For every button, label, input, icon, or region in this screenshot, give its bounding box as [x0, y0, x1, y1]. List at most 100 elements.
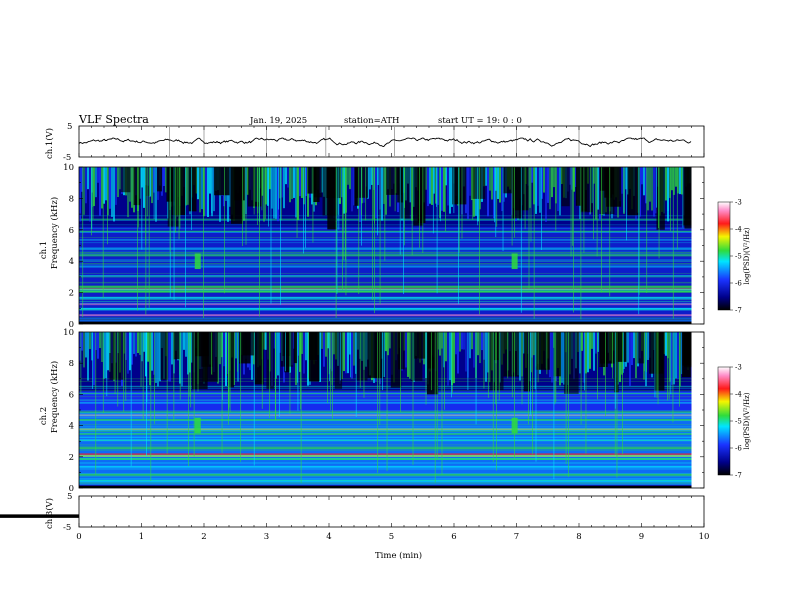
spec-dark-patch	[413, 167, 424, 226]
spec-sferic-column	[587, 332, 589, 373]
spec-dark-patch	[307, 167, 317, 194]
spec-sferic-column	[107, 167, 109, 216]
spec-sferic-column	[99, 167, 101, 216]
spec-sferic-column	[677, 332, 679, 380]
spec-dark-patch	[564, 332, 579, 394]
spec-band	[79, 419, 692, 421]
spec-band	[79, 307, 692, 309]
spec-sferic-column	[87, 332, 89, 381]
spec-band	[79, 230, 692, 232]
spec-sferic-column	[551, 332, 553, 383]
spec-band	[79, 259, 692, 261]
spec-band	[79, 468, 692, 470]
spec-sferic-column	[449, 167, 451, 214]
time-tick-label: 8	[576, 532, 581, 542]
time-tick-label: 1	[139, 532, 144, 542]
spec-dark-patch	[682, 332, 691, 378]
spec-band	[79, 399, 692, 401]
spec-dark-patch	[354, 167, 360, 206]
spec-dark-patch	[523, 332, 531, 392]
spec-sferic-column	[647, 167, 649, 211]
ch2-spec-ylabel: Frequency (kHz)	[49, 361, 60, 433]
spec-sferic-column	[269, 167, 271, 190]
spec-sferic-column	[541, 167, 543, 199]
spec-band	[79, 260, 692, 262]
spec-band	[79, 385, 692, 387]
spec-band	[79, 263, 692, 265]
spec-sferic-column	[333, 332, 335, 355]
spec-band	[79, 378, 692, 380]
ch1-ytick-bottom: -5	[63, 153, 71, 163]
spec-band	[79, 299, 692, 301]
spec-band	[79, 215, 692, 217]
spec-sferic-column	[673, 332, 675, 385]
spec-band	[79, 296, 692, 298]
spec-band	[79, 412, 692, 414]
spec-sferic-column	[225, 332, 227, 386]
spec-band	[79, 410, 692, 412]
spec-sferic-column	[549, 167, 551, 210]
ch1-colorbar-tick-label: -3	[735, 199, 742, 207]
spec-sferic-column	[277, 332, 279, 376]
spec-sferic-column	[353, 332, 355, 366]
ch2-colorbar-tick-label: -4	[735, 391, 742, 399]
spec-band	[79, 481, 692, 483]
spec-sferic-column	[349, 332, 351, 355]
spec-sferic-column	[271, 167, 273, 209]
spec-band	[79, 291, 692, 293]
spec-band	[79, 260, 692, 262]
spec-band	[79, 392, 692, 394]
spec-band	[79, 388, 692, 389]
ch1-spec-ytick-label: 10	[63, 163, 74, 173]
spec-sferic-column	[499, 167, 501, 203]
spec-sferic-column	[143, 332, 145, 352]
spec-dark-patch	[426, 332, 439, 395]
spec-dark-patch	[410, 332, 423, 381]
spec-sferic-column	[307, 332, 309, 386]
spec-no-data	[691, 167, 704, 324]
spec-dark-patch	[599, 332, 608, 367]
spec-sferic-column	[677, 167, 679, 194]
spec-dark-patch	[157, 167, 163, 192]
spec-band	[79, 444, 692, 446]
time-axis-label: Time (min)	[375, 550, 422, 561]
spec-sferic-column	[187, 167, 189, 205]
ch1-colorbar	[717, 201, 731, 311]
spec-band	[79, 289, 692, 291]
spec-dark-patch	[534, 332, 550, 370]
spec-band	[79, 288, 692, 291]
spec-sferic-column	[545, 167, 547, 222]
spec-band	[79, 447, 692, 449]
spec-sferic-column	[597, 167, 599, 210]
spec-sferic-column	[101, 167, 103, 209]
spec-band	[79, 320, 692, 322]
spec-sferic-column	[89, 167, 91, 222]
spec-sferic-column	[433, 167, 435, 194]
spec-sferic-column	[537, 167, 539, 206]
spec-sferic-column	[303, 167, 305, 205]
spec-band	[79, 390, 692, 392]
spec-sferic-column	[263, 167, 265, 222]
spec-sferic-column	[425, 167, 427, 190]
spec-band	[79, 265, 692, 268]
spec-sferic-column	[263, 332, 265, 350]
spec-band	[79, 314, 692, 317]
spec-sferic-column	[113, 167, 115, 222]
spec-sferic-column	[169, 332, 171, 382]
spec-sferic-column	[473, 332, 475, 368]
spec-band	[79, 307, 692, 310]
spec-sferic-column	[89, 332, 91, 350]
spec-sferic-column	[209, 167, 211, 194]
spec-sferic-column	[159, 332, 161, 382]
spec-sferic-column	[407, 332, 409, 377]
spec-sferic-column	[305, 332, 307, 361]
spec-sferic-column	[671, 332, 673, 385]
spec-band	[79, 317, 692, 319]
spec-band	[79, 396, 692, 398]
spec-sferic-column	[447, 167, 449, 206]
spec-dark-patch	[390, 332, 402, 388]
spec-dark-patch	[334, 332, 343, 389]
spec-band	[79, 248, 692, 249]
spec-dark-patch	[313, 167, 320, 203]
